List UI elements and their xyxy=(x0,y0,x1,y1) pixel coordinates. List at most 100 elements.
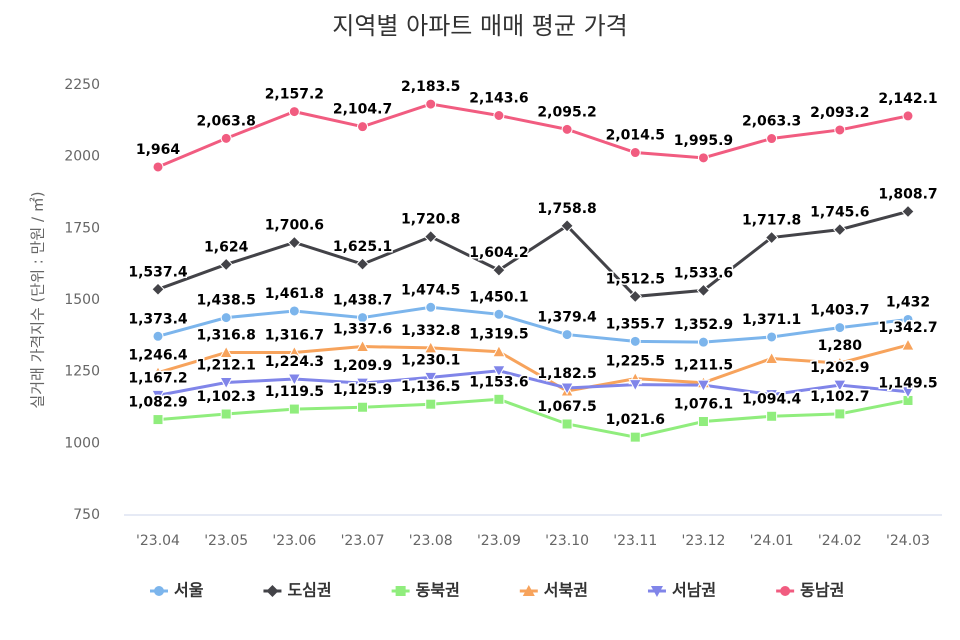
y-tick-label: 1500 xyxy=(64,292,100,308)
marker xyxy=(287,345,302,359)
marker xyxy=(901,338,915,351)
marker xyxy=(901,204,915,219)
marker xyxy=(151,365,165,379)
marker xyxy=(902,313,914,325)
marker xyxy=(696,283,711,298)
y-tick-label: 2250 xyxy=(64,77,100,93)
data-label: 1,604.2 xyxy=(469,245,528,261)
series-line xyxy=(157,343,909,393)
marker xyxy=(425,98,437,110)
data-label: 1,533.6 xyxy=(674,265,733,281)
marker xyxy=(766,410,778,422)
x-tick-label: '23.04 xyxy=(136,533,180,549)
data-label: 1,745.6 xyxy=(810,205,869,221)
marker xyxy=(493,308,505,320)
series-line xyxy=(157,305,909,344)
data-label: 1,474.5 xyxy=(401,282,460,298)
data-label: 1,246.4 xyxy=(128,348,188,364)
data-label: 1,624 xyxy=(204,239,249,255)
data-label: 1,371.1 xyxy=(742,312,801,328)
marker xyxy=(425,301,437,313)
marker xyxy=(395,586,406,596)
marker xyxy=(288,403,300,415)
legend-label: 서울 xyxy=(174,581,204,600)
marker xyxy=(357,121,369,133)
data-label: 2,063.8 xyxy=(197,113,256,129)
data-label: 1,067.5 xyxy=(537,399,596,415)
marker xyxy=(220,312,232,324)
marker xyxy=(266,585,279,597)
legend-label: 도심권 xyxy=(287,581,331,600)
x-tick-label: '23.10 xyxy=(545,533,589,549)
data-label: 1,337.6 xyxy=(333,322,392,338)
data-label: 1,450.1 xyxy=(469,289,528,305)
marker xyxy=(288,106,300,118)
marker xyxy=(219,377,234,390)
x-tick-label: '23.08 xyxy=(409,533,453,549)
data-label: 1,094.4 xyxy=(742,391,802,407)
marker xyxy=(151,282,165,296)
data-label: 1,230.1 xyxy=(401,352,460,368)
data-label: 1,537.4 xyxy=(128,264,188,280)
data-label: 2,014.5 xyxy=(606,128,665,144)
data-label: 1,438.5 xyxy=(197,293,256,309)
marker xyxy=(355,377,370,391)
marker xyxy=(220,408,232,420)
data-label: 1,182.5 xyxy=(537,366,596,382)
marker xyxy=(522,585,535,596)
data-label: 1,125.9 xyxy=(333,382,392,398)
data-label: 1,717.8 xyxy=(742,213,801,229)
marker xyxy=(355,339,370,353)
y-tick-label: 2000 xyxy=(64,149,100,165)
marker xyxy=(628,289,642,304)
marker xyxy=(629,431,641,443)
data-label: 1,403.7 xyxy=(810,303,869,319)
marker xyxy=(629,147,641,159)
data-label: 2,093.2 xyxy=(810,105,869,121)
data-label: 1,995.9 xyxy=(674,133,733,149)
data-label: 2,183.5 xyxy=(401,79,460,95)
x-tick-label: '23.09 xyxy=(477,533,521,549)
data-label: 2,157.2 xyxy=(265,87,324,103)
marker xyxy=(355,257,370,271)
data-label: 1,964 xyxy=(136,142,181,158)
marker xyxy=(834,322,846,334)
marker xyxy=(629,335,641,347)
data-label: 1,102.7 xyxy=(810,389,869,405)
marker xyxy=(152,414,164,426)
data-label: 1,149.5 xyxy=(878,375,937,391)
marker xyxy=(219,345,234,359)
data-label: 1,076.1 xyxy=(674,397,733,413)
y-tick-label: 1750 xyxy=(64,220,100,236)
x-tick-label: '23.06 xyxy=(272,533,316,549)
data-label: 1,319.5 xyxy=(469,327,528,343)
data-label: 1,512.5 xyxy=(606,271,665,287)
data-label: 1,316.7 xyxy=(265,328,324,344)
x-tick-label: '23.12 xyxy=(681,533,725,549)
marker xyxy=(423,371,438,385)
chart-title: 지역별 아파트 매매 평균 가격 xyxy=(332,12,627,40)
data-label: 2,063.3 xyxy=(742,114,801,130)
marker xyxy=(492,263,506,277)
marker xyxy=(764,230,779,245)
marker xyxy=(561,418,573,430)
data-label: 1,355.7 xyxy=(606,316,665,332)
data-label: 1,211.5 xyxy=(674,358,733,374)
legend-item: 동북권 xyxy=(391,581,460,600)
data-label: 1,316.8 xyxy=(197,328,256,344)
marker xyxy=(697,416,709,428)
data-label: 1,212.1 xyxy=(197,358,256,374)
data-label: 1,209.9 xyxy=(333,358,392,374)
data-label: 1,136.5 xyxy=(401,379,460,395)
data-label: 1,342.7 xyxy=(878,320,937,336)
marker xyxy=(287,235,302,250)
marker xyxy=(287,373,302,387)
y-tick-label: 1000 xyxy=(64,435,100,451)
data-label: 2,095.2 xyxy=(537,104,596,120)
x-tick-label: '24.01 xyxy=(750,533,794,549)
legend-item: 동남권 xyxy=(776,581,844,600)
marker xyxy=(628,379,643,392)
marker xyxy=(154,586,164,596)
legend-item: 도심권 xyxy=(263,581,332,600)
